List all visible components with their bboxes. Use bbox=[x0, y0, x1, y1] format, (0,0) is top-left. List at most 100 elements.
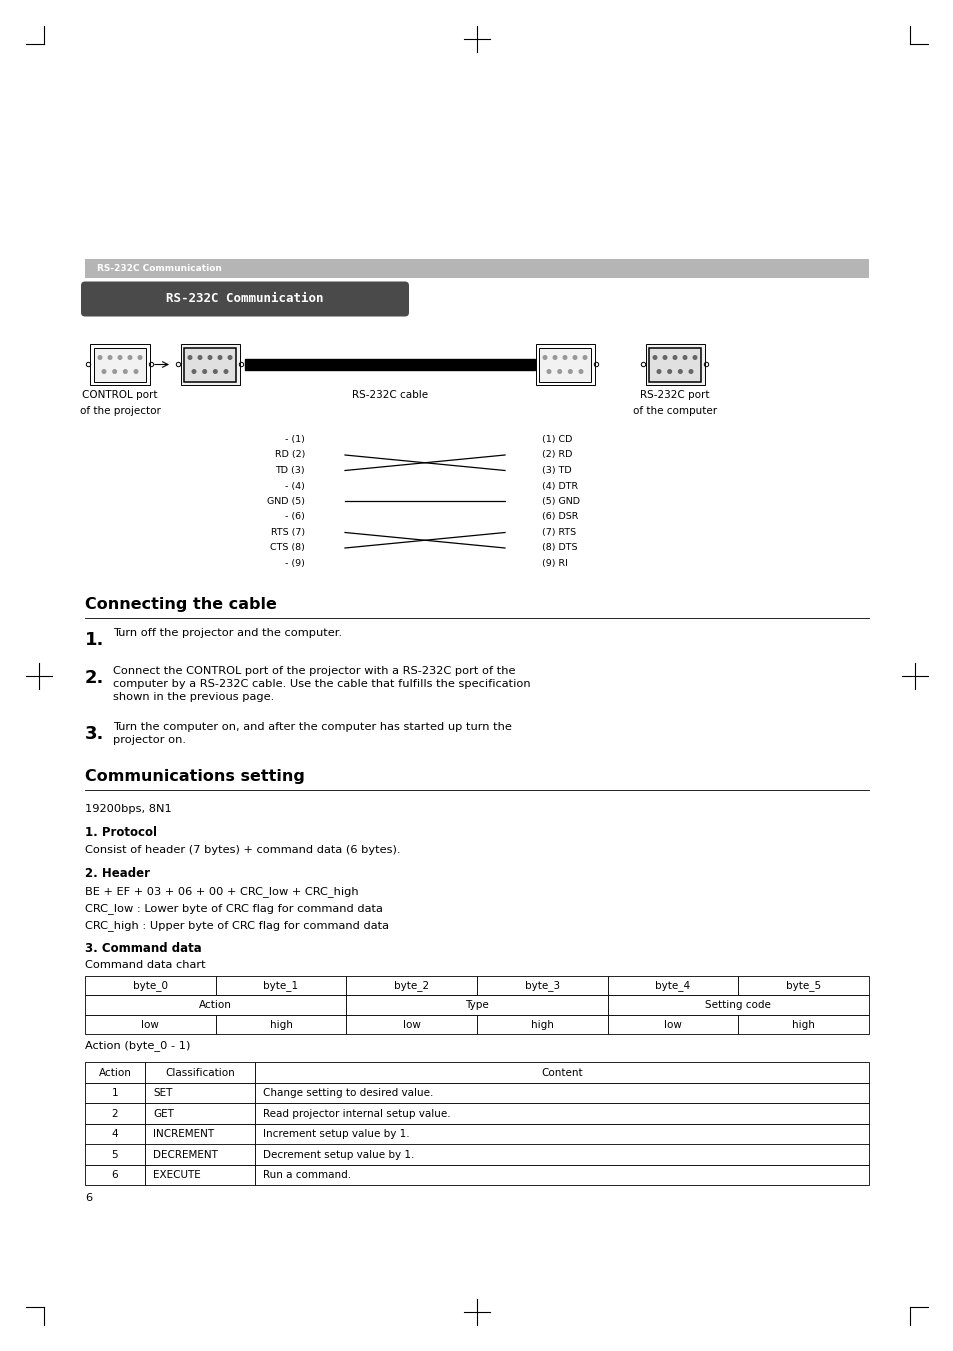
Circle shape bbox=[547, 370, 550, 373]
Bar bbox=[538, 347, 590, 381]
Text: - (6): - (6) bbox=[285, 512, 305, 521]
Circle shape bbox=[128, 355, 132, 359]
Text: Action: Action bbox=[98, 1067, 132, 1078]
Bar bbox=[94, 347, 146, 381]
Text: Run a command.: Run a command. bbox=[263, 1170, 351, 1181]
Circle shape bbox=[134, 370, 137, 373]
Circle shape bbox=[203, 370, 206, 373]
Text: INCREMENT: INCREMENT bbox=[152, 1129, 213, 1139]
Bar bbox=[85, 259, 868, 277]
Text: Increment setup value by 1.: Increment setup value by 1. bbox=[263, 1129, 409, 1139]
Circle shape bbox=[553, 355, 557, 359]
Bar bbox=[85, 996, 346, 1015]
Text: TD (3): TD (3) bbox=[275, 466, 305, 476]
Text: CTS (8): CTS (8) bbox=[270, 543, 305, 553]
Text: - (1): - (1) bbox=[285, 435, 305, 444]
Circle shape bbox=[224, 370, 228, 373]
Text: high: high bbox=[530, 1020, 553, 1029]
Circle shape bbox=[682, 355, 686, 359]
Bar bbox=[145, 1062, 254, 1084]
Circle shape bbox=[662, 355, 666, 359]
Text: 6: 6 bbox=[85, 1193, 92, 1204]
Bar bbox=[215, 1015, 346, 1035]
Text: 19200bps, 8N1: 19200bps, 8N1 bbox=[85, 804, 172, 815]
Text: RS-232C port: RS-232C port bbox=[639, 390, 709, 400]
Text: GND (5): GND (5) bbox=[267, 497, 305, 507]
Circle shape bbox=[218, 355, 221, 359]
Bar bbox=[215, 975, 346, 996]
Text: RTS (7): RTS (7) bbox=[271, 528, 305, 536]
Text: (4) DTR: (4) DTR bbox=[541, 481, 578, 490]
Bar bbox=[476, 1015, 607, 1035]
Circle shape bbox=[208, 355, 212, 359]
Text: byte_0: byte_0 bbox=[132, 981, 168, 992]
Bar bbox=[85, 1124, 145, 1144]
Circle shape bbox=[562, 355, 566, 359]
Circle shape bbox=[693, 355, 696, 359]
Bar bbox=[476, 975, 607, 996]
Text: 2.: 2. bbox=[85, 669, 104, 688]
Text: 6: 6 bbox=[112, 1170, 118, 1181]
Text: Action: Action bbox=[199, 1000, 232, 1011]
Circle shape bbox=[667, 370, 671, 373]
Text: high: high bbox=[270, 1020, 293, 1029]
Circle shape bbox=[192, 370, 195, 373]
Text: 2: 2 bbox=[112, 1109, 118, 1119]
Text: byte_5: byte_5 bbox=[785, 981, 821, 992]
Text: CRC_high : Upper byte of CRC flag for command data: CRC_high : Upper byte of CRC flag for co… bbox=[85, 920, 389, 931]
Bar bbox=[607, 1015, 738, 1035]
Circle shape bbox=[558, 370, 561, 373]
Circle shape bbox=[578, 370, 582, 373]
Text: of the computer: of the computer bbox=[632, 407, 717, 416]
Circle shape bbox=[228, 355, 232, 359]
Circle shape bbox=[213, 370, 217, 373]
Circle shape bbox=[678, 370, 681, 373]
Bar bbox=[85, 1104, 145, 1124]
Text: byte_4: byte_4 bbox=[655, 981, 690, 992]
Bar bbox=[738, 1015, 868, 1035]
Bar bbox=[180, 345, 239, 385]
Text: (2) RD: (2) RD bbox=[541, 450, 572, 459]
Bar bbox=[145, 1084, 254, 1104]
Text: RS-232C cable: RS-232C cable bbox=[352, 390, 428, 400]
Circle shape bbox=[673, 355, 676, 359]
Text: low: low bbox=[141, 1020, 159, 1029]
Text: Connecting the cable: Connecting the cable bbox=[85, 597, 276, 612]
Bar bbox=[184, 347, 235, 381]
Text: Consist of header (7 bytes) + command data (6 bytes).: Consist of header (7 bytes) + command da… bbox=[85, 844, 400, 855]
Text: low: low bbox=[402, 1020, 420, 1029]
Bar bbox=[85, 1165, 145, 1185]
Circle shape bbox=[653, 355, 656, 359]
Text: RS-232C Communication: RS-232C Communication bbox=[97, 263, 222, 273]
Bar bbox=[346, 975, 476, 996]
Bar bbox=[145, 1124, 254, 1144]
Bar bbox=[645, 345, 703, 385]
Text: byte_1: byte_1 bbox=[263, 981, 298, 992]
Text: (9) RI: (9) RI bbox=[541, 559, 567, 567]
Text: 3.: 3. bbox=[85, 725, 104, 743]
Circle shape bbox=[568, 370, 572, 373]
Text: CRC_low : Lower byte of CRC flag for command data: CRC_low : Lower byte of CRC flag for com… bbox=[85, 902, 382, 913]
Bar bbox=[648, 347, 700, 381]
Text: CONTROL port: CONTROL port bbox=[82, 390, 157, 400]
Bar bbox=[145, 1165, 254, 1185]
Text: byte_3: byte_3 bbox=[524, 981, 559, 992]
Text: 1.: 1. bbox=[85, 631, 104, 648]
Text: (8) DTS: (8) DTS bbox=[541, 543, 577, 553]
Circle shape bbox=[188, 355, 192, 359]
Bar bbox=[85, 1015, 215, 1035]
Text: RS-232C Communication: RS-232C Communication bbox=[166, 293, 323, 305]
Text: Turn the computer on, and after the computer has started up turn the
projector o: Turn the computer on, and after the comp… bbox=[112, 721, 512, 746]
Text: 1: 1 bbox=[112, 1089, 118, 1098]
Text: low: low bbox=[663, 1020, 681, 1029]
Text: SET: SET bbox=[152, 1089, 172, 1098]
Text: (3) TD: (3) TD bbox=[541, 466, 571, 476]
Text: - (9): - (9) bbox=[285, 559, 305, 567]
Text: - (4): - (4) bbox=[285, 481, 305, 490]
Text: Connect the CONTROL port of the projector with a RS-232C port of the
computer by: Connect the CONTROL port of the projecto… bbox=[112, 666, 530, 703]
Bar bbox=[245, 359, 535, 370]
Text: DECREMENT: DECREMENT bbox=[152, 1150, 217, 1159]
Bar bbox=[254, 1124, 868, 1144]
Circle shape bbox=[688, 370, 692, 373]
Text: Communications setting: Communications setting bbox=[85, 769, 305, 784]
